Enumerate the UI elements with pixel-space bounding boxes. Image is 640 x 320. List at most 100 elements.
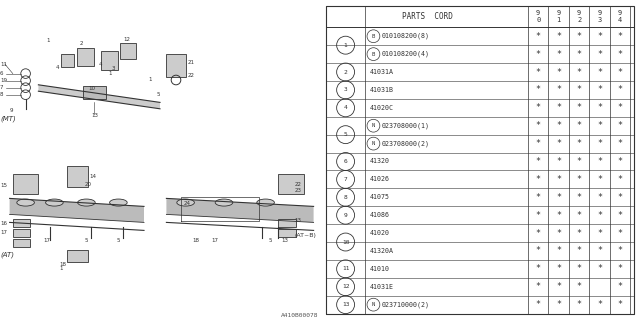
Text: 18: 18: [192, 237, 199, 243]
Text: 13: 13: [342, 302, 349, 307]
Text: *: *: [618, 103, 623, 112]
Text: *: *: [577, 121, 582, 130]
Text: 21: 21: [187, 60, 194, 65]
Text: *: *: [597, 50, 602, 59]
Text: *: *: [618, 264, 623, 273]
Text: *: *: [577, 246, 582, 255]
Text: *: *: [556, 246, 561, 255]
Text: N: N: [372, 302, 375, 307]
Text: 17: 17: [211, 237, 218, 243]
Text: A410B00078: A410B00078: [281, 313, 319, 318]
Text: (AT~B): (AT~B): [294, 233, 316, 238]
Text: 3: 3: [344, 87, 348, 92]
Text: N: N: [372, 141, 375, 146]
Bar: [77, 48, 95, 66]
Bar: [13, 174, 38, 194]
Text: *: *: [618, 32, 623, 41]
Text: 12: 12: [123, 36, 130, 42]
Text: 5: 5: [85, 237, 88, 243]
Text: *: *: [536, 85, 541, 94]
Text: *: *: [597, 157, 602, 166]
Text: 3: 3: [112, 66, 115, 71]
Bar: [278, 174, 304, 194]
Text: 2: 2: [344, 69, 348, 75]
Text: 9
0: 9 0: [536, 10, 540, 23]
Text: *: *: [556, 193, 561, 202]
Text: 41026: 41026: [370, 176, 390, 182]
Text: *: *: [597, 32, 602, 41]
Text: *: *: [577, 139, 582, 148]
Text: 9: 9: [10, 108, 13, 113]
Text: 18: 18: [60, 262, 66, 267]
Text: *: *: [618, 211, 623, 220]
Text: 6: 6: [344, 159, 348, 164]
Text: *: *: [577, 50, 582, 59]
Text: 22: 22: [294, 181, 301, 187]
Text: 5: 5: [157, 92, 160, 97]
Text: *: *: [618, 228, 623, 237]
Text: 14: 14: [89, 173, 96, 179]
Ellipse shape: [45, 199, 63, 206]
Bar: [278, 219, 296, 227]
Text: *: *: [618, 139, 623, 148]
Text: B: B: [372, 34, 375, 39]
Text: 4: 4: [344, 105, 348, 110]
Text: 17: 17: [0, 230, 7, 236]
Ellipse shape: [215, 199, 233, 206]
Text: *: *: [618, 300, 623, 309]
Text: 023710000(2): 023710000(2): [381, 301, 429, 308]
Text: 16: 16: [0, 221, 7, 226]
Text: *: *: [556, 157, 561, 166]
Text: *: *: [536, 300, 541, 309]
Text: 1: 1: [46, 38, 50, 43]
Text: *: *: [597, 193, 602, 202]
Text: *: *: [556, 68, 561, 76]
Text: *: *: [556, 228, 561, 237]
Text: *: *: [597, 139, 602, 148]
Text: *: *: [597, 103, 602, 112]
Text: 41010: 41010: [370, 266, 390, 272]
Text: *: *: [536, 32, 541, 41]
Text: *: *: [597, 246, 602, 255]
Text: 7: 7: [344, 177, 348, 182]
Bar: [13, 219, 31, 227]
Text: *: *: [556, 121, 561, 130]
Text: (MT): (MT): [0, 115, 16, 122]
Text: 11: 11: [0, 61, 7, 67]
Text: *: *: [597, 68, 602, 76]
Text: *: *: [556, 264, 561, 273]
Text: *: *: [618, 282, 623, 291]
Text: *: *: [597, 121, 602, 130]
Text: *: *: [556, 85, 561, 94]
Text: *: *: [618, 193, 623, 202]
Text: *: *: [597, 228, 602, 237]
Text: 41075: 41075: [370, 194, 390, 200]
Text: 41320: 41320: [370, 158, 390, 164]
Bar: [13, 229, 31, 237]
Bar: [13, 239, 31, 247]
Text: 15: 15: [0, 183, 7, 188]
Text: *: *: [536, 228, 541, 237]
Text: *: *: [536, 103, 541, 112]
Text: 1: 1: [109, 71, 112, 76]
Text: 9
2: 9 2: [577, 10, 581, 23]
Text: 5: 5: [344, 132, 348, 137]
Text: 13: 13: [282, 237, 289, 243]
Text: 5: 5: [116, 237, 120, 243]
Text: *: *: [597, 211, 602, 220]
Text: PARTS  CORD: PARTS CORD: [402, 12, 452, 21]
Bar: [83, 86, 106, 99]
Bar: [120, 43, 136, 59]
Text: 41020: 41020: [370, 230, 390, 236]
Text: *: *: [556, 282, 561, 291]
Text: *: *: [577, 282, 582, 291]
Text: 9
3: 9 3: [598, 10, 602, 23]
Text: *: *: [618, 85, 623, 94]
Text: *: *: [536, 139, 541, 148]
Bar: [101, 51, 118, 70]
Text: *: *: [577, 32, 582, 41]
Text: 2: 2: [80, 41, 83, 46]
Text: 12: 12: [342, 284, 349, 289]
Text: *: *: [577, 228, 582, 237]
Text: *: *: [556, 139, 561, 148]
